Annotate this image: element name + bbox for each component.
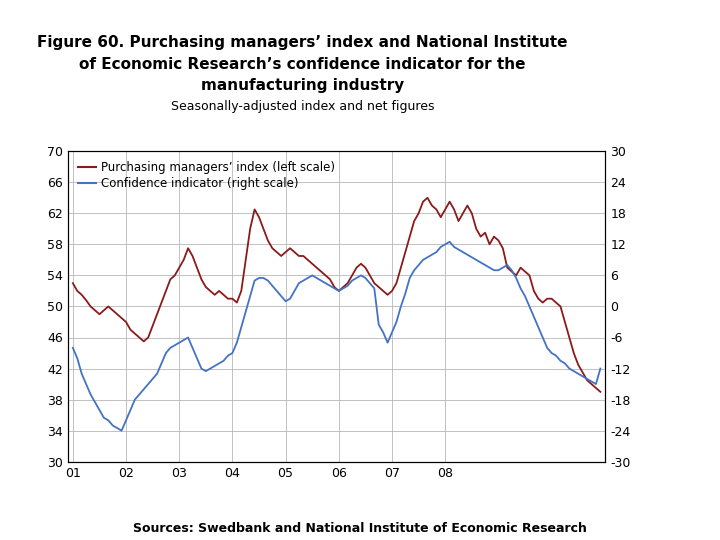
Text: manufacturing industry: manufacturing industry — [201, 78, 404, 93]
Legend: Purchasing managers’ index (left scale), Confidence indicator (right scale): Purchasing managers’ index (left scale),… — [74, 157, 339, 194]
Text: SVERIGES
RIKSBANK: SVERIGES RIKSBANK — [635, 83, 679, 102]
Text: Seasonally-adjusted index and net figures: Seasonally-adjusted index and net figure… — [171, 100, 434, 113]
Text: Sources: Swedbank and National Institute of Economic Research: Sources: Swedbank and National Institute… — [133, 522, 587, 535]
Text: Figure 60. Purchasing managers’ index and National Institute: Figure 60. Purchasing managers’ index an… — [37, 35, 567, 50]
Text: of Economic Research’s confidence indicator for the: of Economic Research’s confidence indica… — [79, 57, 526, 72]
